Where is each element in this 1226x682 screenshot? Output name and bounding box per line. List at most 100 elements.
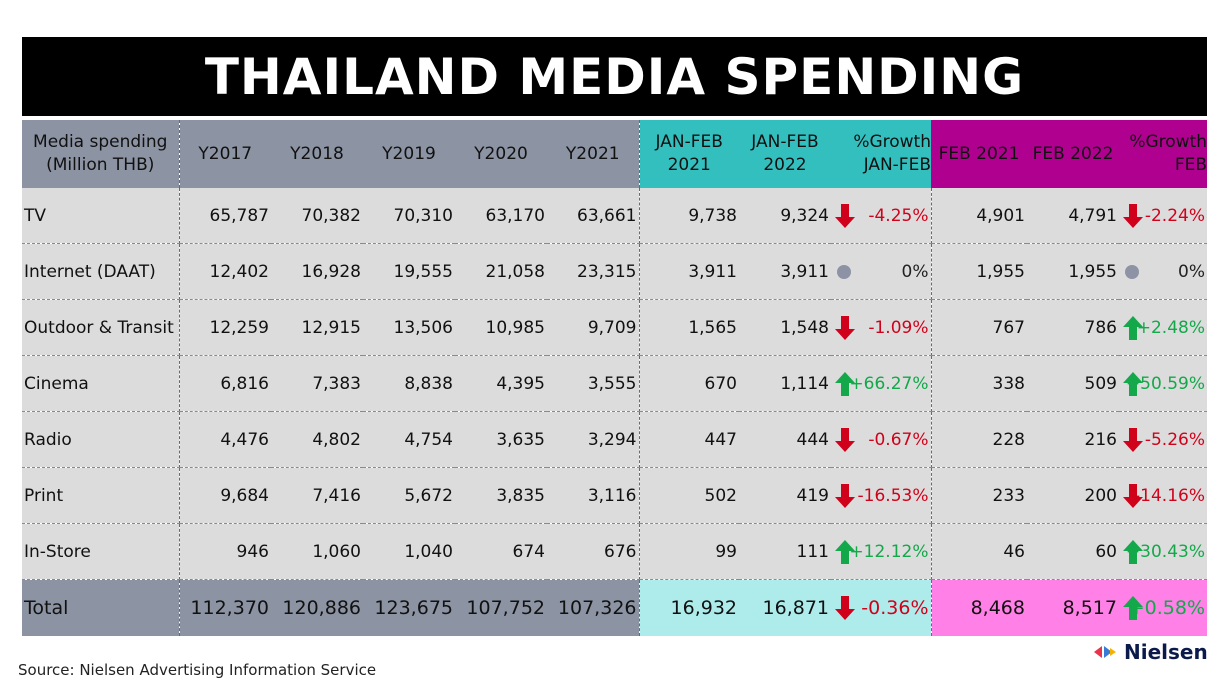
table-row: Print 9,684 7,416 5,672 3,835 3,116 502 419 -16.… bbox=[22, 467, 1207, 524]
value-cell: 1,040 bbox=[363, 523, 455, 580]
value-y2018: 7,416 bbox=[312, 485, 361, 506]
value-y2017: 4,476 bbox=[220, 429, 269, 450]
growth-cell: +50.59% bbox=[1119, 355, 1207, 412]
value-cell: 63,661 bbox=[547, 188, 640, 244]
value-feb2022: 60 bbox=[1095, 541, 1117, 562]
value-janfeb2021: 99 bbox=[715, 541, 737, 562]
value-feb2021: 4,901 bbox=[976, 205, 1025, 226]
value-cell: 99 bbox=[639, 523, 739, 580]
column-header: %Growth FEB bbox=[1119, 120, 1207, 188]
value-y2020: 4,395 bbox=[496, 373, 545, 394]
value-y2021: 107,326 bbox=[557, 597, 637, 619]
growth-value: +0.58% bbox=[1128, 597, 1205, 619]
value-y2020: 63,170 bbox=[485, 205, 545, 226]
value-cell: 5,672 bbox=[363, 467, 455, 524]
value-feb2021: 233 bbox=[992, 485, 1025, 506]
column-header: FEB 2022 bbox=[1027, 120, 1119, 188]
value-cell: 4,791 bbox=[1027, 188, 1119, 244]
value-feb2022: 786 bbox=[1084, 317, 1117, 338]
value-cell: 9,709 bbox=[547, 299, 640, 356]
value-cell: 8,468 bbox=[931, 579, 1027, 636]
growth-cell: +12.12% bbox=[831, 523, 932, 580]
value-feb2022: 1,955 bbox=[1068, 261, 1117, 282]
value-y2020: 3,835 bbox=[496, 485, 545, 506]
row-label: In-Store bbox=[22, 523, 180, 580]
media-name: Outdoor & Transit bbox=[24, 317, 174, 338]
column-header: Y2021 bbox=[547, 120, 640, 188]
value-y2021: 676 bbox=[604, 541, 637, 562]
media-name: Cinema bbox=[24, 373, 89, 394]
value-y2018: 7,383 bbox=[312, 373, 361, 394]
column-header-line1: %Growth bbox=[853, 132, 931, 152]
value-janfeb2022: 16,871 bbox=[762, 597, 829, 619]
growth-cell: -2.24% bbox=[1119, 188, 1207, 244]
value-cell: 4,476 bbox=[179, 411, 271, 468]
value-cell: 111 bbox=[739, 523, 831, 580]
value-cell: 8,838 bbox=[363, 355, 455, 412]
value-cell: 3,294 bbox=[547, 411, 640, 468]
brand-name: Nielsen bbox=[1124, 640, 1208, 664]
value-cell: 60 bbox=[1027, 523, 1119, 580]
value-cell: 3,835 bbox=[455, 467, 547, 524]
table-row: Internet (DAAT) 12,402 16,928 19,555 21,058 2… bbox=[22, 243, 1207, 300]
value-y2018: 12,915 bbox=[301, 317, 361, 338]
value-cell: 1,565 bbox=[639, 299, 739, 356]
row-label: TV bbox=[22, 188, 180, 244]
column-header-line1: JAN-FEB bbox=[655, 132, 723, 152]
value-janfeb2022: 1,114 bbox=[780, 373, 829, 394]
column-header: Y2020 bbox=[455, 120, 547, 188]
growth-cell: +0.58% bbox=[1119, 579, 1207, 636]
page-title: THAILAND MEDIA SPENDING bbox=[204, 47, 1025, 106]
column-header-line1: Y2020 bbox=[474, 143, 528, 164]
total-row: Total 112,370 120,886 123,675 107,752 107,326… bbox=[22, 579, 1207, 636]
value-y2017: 946 bbox=[236, 541, 269, 562]
value-cell: 3,911 bbox=[639, 243, 739, 300]
growth-cell: +30.43% bbox=[1119, 523, 1207, 580]
value-y2020: 3,635 bbox=[496, 429, 545, 450]
value-cell: 419 bbox=[739, 467, 831, 524]
value-janfeb2022: 419 bbox=[796, 485, 829, 506]
arrow-down-icon bbox=[1123, 203, 1143, 228]
value-y2017: 12,402 bbox=[209, 261, 269, 282]
value-cell: 676 bbox=[547, 523, 640, 580]
value-cell: 509 bbox=[1027, 355, 1119, 412]
media-spending-table: Media spending (Million THB) Y2017 Y2018 Y20… bbox=[22, 120, 1207, 636]
table-row: Radio 4,476 4,802 4,754 3,635 3,294 447 444 -0.6… bbox=[22, 411, 1207, 468]
value-cell: 3,911 bbox=[739, 243, 831, 300]
column-header-line1: Media spending bbox=[33, 132, 168, 152]
value-y2019: 19,555 bbox=[393, 261, 453, 282]
value-feb2021: 8,468 bbox=[970, 597, 1025, 619]
column-header-line1: Y2021 bbox=[565, 143, 620, 164]
value-cell: 4,395 bbox=[455, 355, 547, 412]
column-header-line1: FEB 2022 bbox=[1032, 143, 1114, 164]
value-janfeb2021: 3,911 bbox=[688, 261, 737, 282]
value-cell: 107,752 bbox=[455, 579, 547, 636]
column-header-line1: Y2019 bbox=[382, 143, 436, 164]
value-y2021: 23,315 bbox=[577, 261, 637, 282]
media-name: Radio bbox=[24, 429, 72, 450]
value-cell: 123,675 bbox=[363, 579, 455, 636]
value-janfeb2021: 1,565 bbox=[688, 317, 737, 338]
value-cell: 16,871 bbox=[739, 579, 831, 636]
value-y2020: 21,058 bbox=[485, 261, 545, 282]
value-cell: 502 bbox=[639, 467, 739, 524]
column-header-line1: FEB 2021 bbox=[938, 143, 1020, 164]
column-header-line1: JAN-FEB bbox=[751, 132, 819, 152]
arrow-down-icon bbox=[1123, 483, 1143, 508]
value-y2020: 107,752 bbox=[466, 597, 545, 619]
value-feb2022: 216 bbox=[1084, 429, 1117, 450]
value-cell: 9,324 bbox=[739, 188, 831, 244]
value-y2019: 13,506 bbox=[393, 317, 453, 338]
value-cell: 9,684 bbox=[179, 467, 271, 524]
value-cell: 670 bbox=[639, 355, 739, 412]
value-janfeb2021: 670 bbox=[704, 373, 737, 394]
value-feb2021: 338 bbox=[992, 373, 1025, 394]
value-y2019: 123,675 bbox=[374, 597, 453, 619]
value-cell: 16,932 bbox=[639, 579, 739, 636]
value-y2020: 10,985 bbox=[485, 317, 545, 338]
row-label: Total bbox=[22, 579, 180, 636]
value-cell: 4,754 bbox=[363, 411, 455, 468]
value-cell: 70,310 bbox=[363, 188, 455, 244]
nielsen-mark-icon bbox=[1094, 646, 1116, 658]
value-y2018: 70,382 bbox=[301, 205, 361, 226]
